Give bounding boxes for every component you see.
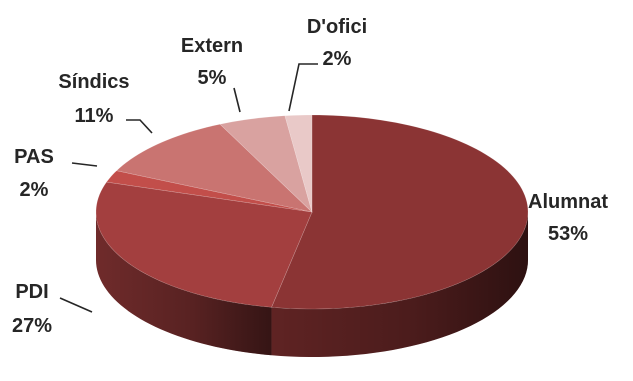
leader-line-pas bbox=[71, 162, 98, 167]
pie-side-shade-pdi bbox=[96, 212, 272, 356]
pie-slice-pdi bbox=[95, 181, 313, 308]
pie-slice-alumnat bbox=[271, 114, 529, 310]
slice-label-extern: Extern bbox=[181, 35, 243, 57]
leader-lines bbox=[59, 63, 318, 313]
slice-label-d-ofici: D'ofici bbox=[307, 16, 367, 38]
pie-slice-extern bbox=[219, 115, 313, 213]
leader-line-extern bbox=[233, 87, 241, 113]
pie-slices bbox=[95, 114, 529, 310]
slice-value-pdi: 27% bbox=[12, 315, 52, 337]
slice-label-sindics: Síndics bbox=[58, 71, 129, 93]
slice-label-pdi: PDI bbox=[15, 281, 48, 303]
slice-value-sindics: 11% bbox=[75, 105, 114, 127]
slice-label-alumnat: Alumnat bbox=[528, 191, 608, 213]
slice-label-pas: PAS bbox=[14, 146, 54, 168]
pie-slice-d-ofici bbox=[284, 114, 313, 213]
leader-line-pdi bbox=[59, 297, 93, 313]
leader-line-sindics bbox=[126, 119, 153, 134]
slice-value-d-ofici: 2% bbox=[323, 48, 352, 70]
leader-line-d-ofici bbox=[288, 63, 318, 112]
pie-depth bbox=[96, 212, 528, 357]
pie-slice-pas bbox=[106, 170, 313, 213]
slice-value-alumnat: 53% bbox=[548, 223, 588, 245]
pie-slice-sindics bbox=[115, 123, 313, 213]
slice-value-extern: 5% bbox=[198, 67, 227, 89]
slice-value-pas: 2% bbox=[20, 179, 49, 201]
pie-side-shade-alumnat bbox=[271, 212, 528, 357]
data-labels: Alumnat 53% PDI 27% PAS 2% Síndics 11% Extern 5% D… bbox=[12, 16, 608, 337]
